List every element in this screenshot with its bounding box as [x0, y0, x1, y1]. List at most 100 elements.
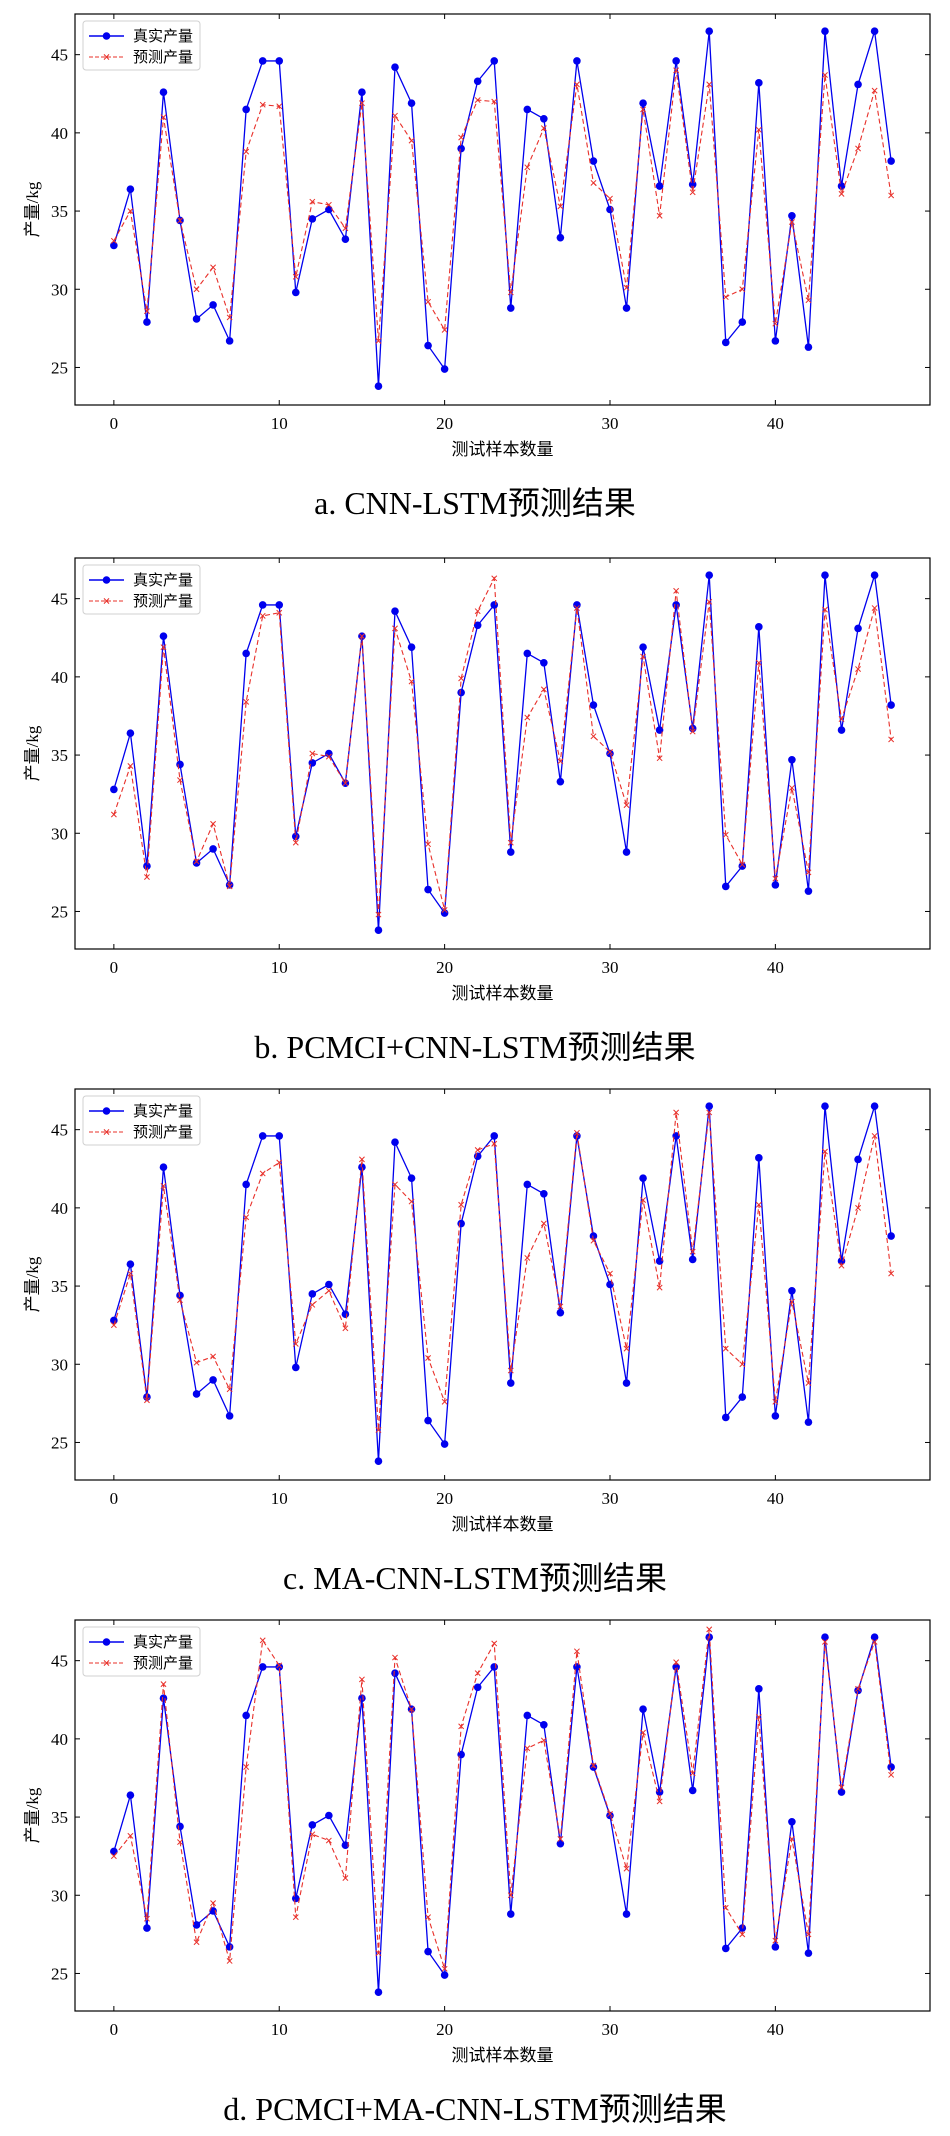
- y-tick-label: 25: [51, 358, 68, 377]
- x-marker-stroke: [855, 666, 862, 672]
- x-marker-stroke: [838, 1262, 845, 1269]
- x-marker-stroke: [243, 1214, 250, 1221]
- predicted-point-marker: [127, 763, 134, 769]
- x-marker-stroke: [491, 98, 498, 105]
- x-marker-stroke: [772, 1398, 779, 1405]
- actual-point-marker: [721, 1413, 730, 1422]
- x-tick-label: 20: [436, 2020, 453, 2039]
- legend-box: [82, 20, 201, 71]
- predicted-point-marker: [623, 1345, 630, 1352]
- predicted-point-marker: [408, 1198, 415, 1205]
- predicted-point-marker: [656, 1284, 663, 1291]
- predicted-point-marker: [458, 1201, 465, 1208]
- actual-point-marker: [771, 337, 780, 345]
- predicted-point-marker: [143, 1397, 150, 1404]
- legend-x-marker-icon: [103, 598, 110, 604]
- actual-point-marker: [639, 1705, 647, 1713]
- x-marker-stroke: [673, 67, 680, 74]
- actual-point-marker: [639, 99, 647, 107]
- actual-point-marker: [837, 182, 846, 190]
- predicted-point-marker: [226, 883, 233, 890]
- x-marker-stroke: [226, 1957, 233, 1964]
- actual-point-marker: [606, 749, 614, 758]
- x-marker-stroke: [557, 1303, 564, 1310]
- actual-point-marker: [705, 1102, 714, 1111]
- x-marker-stroke: [706, 1626, 713, 1633]
- x-marker-stroke: [392, 1654, 398, 1661]
- actual-point-marker: [225, 337, 234, 345]
- x-marker-stroke: [425, 841, 432, 848]
- chart-panel-b: 0 10 20 30 40 25 30 35 40 45 测试样本数量 产量/kg b. PCMCI+C…: [0, 544, 950, 1074]
- predicted-point-marker: [143, 874, 150, 881]
- predicted-point-marker: [491, 575, 498, 582]
- predicted-point-marker: [441, 326, 448, 333]
- x-marker-stroke: [822, 72, 828, 78]
- predicted-point-marker: [557, 1836, 564, 1842]
- actual-point-marker: [242, 649, 250, 658]
- chart-svg: 0 10 20 30 40 25 30 35 40 45 测试样本数量 产量/kg d. PCMCI+M…: [23, 1619, 931, 2127]
- x-marker-stroke: [259, 1170, 266, 1177]
- predicted-point-marker: [375, 337, 382, 344]
- predicted-point-marker: [392, 112, 398, 119]
- x-marker-stroke: [573, 1129, 580, 1136]
- x-marker-stroke: [425, 298, 432, 305]
- actual-point-marker: [143, 1924, 151, 1932]
- x-marker-stroke: [673, 1109, 680, 1116]
- x-marker-stroke: [722, 1345, 729, 1352]
- x-marker-stroke: [177, 1839, 183, 1846]
- actual-point-marker: [523, 649, 532, 658]
- actual-point-marker: [424, 885, 432, 894]
- x-marker-stroke: [855, 1204, 862, 1211]
- x-marker-stroke: [193, 1939, 200, 1946]
- y-tick-label: 35: [51, 202, 68, 221]
- predicted-point-marker: [491, 1640, 498, 1647]
- x-marker-stroke: [739, 1931, 746, 1938]
- actual-point-marker: [721, 882, 730, 891]
- actual-point-marker: [341, 235, 350, 244]
- x-marker-stroke: [689, 189, 696, 196]
- predicted-point-marker: [656, 755, 663, 762]
- predicted-point-marker: [474, 97, 481, 103]
- predicted-series-line: [113, 70, 892, 341]
- predicted-point-marker: [309, 198, 316, 205]
- actual-point-marker: [606, 205, 614, 214]
- predicted-point-marker: [557, 203, 564, 210]
- x-marker-stroke: [822, 1638, 828, 1645]
- x-marker-stroke: [441, 1398, 448, 1405]
- actual-point-marker: [556, 1839, 565, 1848]
- predicted-point-marker: [788, 219, 795, 225]
- x-marker-stroke: [888, 736, 895, 743]
- x-tick-label: 40: [767, 414, 784, 433]
- x-marker-stroke: [177, 217, 183, 224]
- x-tick-label: 10: [271, 1489, 288, 1508]
- actual-point-marker: [771, 1412, 780, 1420]
- actual-point-marker: [870, 1633, 879, 1642]
- x-marker-stroke: [243, 1764, 250, 1770]
- actual-point-marker: [854, 80, 862, 89]
- x-marker-stroke: [342, 225, 349, 232]
- x-marker-stroke: [441, 1965, 448, 1972]
- actual-point-marker: [755, 1685, 763, 1693]
- x-marker-stroke: [557, 758, 564, 765]
- predicted-point-marker: [640, 653, 647, 660]
- actual-series-line: [113, 31, 892, 387]
- actual-point-marker: [473, 77, 482, 86]
- actual-point-marker: [391, 1669, 399, 1677]
- predicted-point-marker: [673, 587, 680, 594]
- y-tick-label: 40: [51, 1730, 68, 1749]
- x-marker-stroke: [210, 1900, 217, 1907]
- predicted-point-marker: [375, 1426, 382, 1433]
- x-marker-stroke: [557, 1836, 564, 1842]
- x-tick-label: 20: [436, 958, 453, 977]
- predicted-point-marker: [855, 145, 862, 152]
- predicted-point-marker: [259, 612, 266, 619]
- x-marker-stroke: [739, 286, 746, 293]
- predicted-point-marker: [507, 839, 514, 846]
- actual-point-marker: [804, 1949, 813, 1957]
- predicted-point-marker: [838, 716, 845, 723]
- x-marker-stroke: [755, 1201, 762, 1208]
- x-marker-stroke: [871, 605, 878, 612]
- predicted-point-marker: [491, 1140, 498, 1147]
